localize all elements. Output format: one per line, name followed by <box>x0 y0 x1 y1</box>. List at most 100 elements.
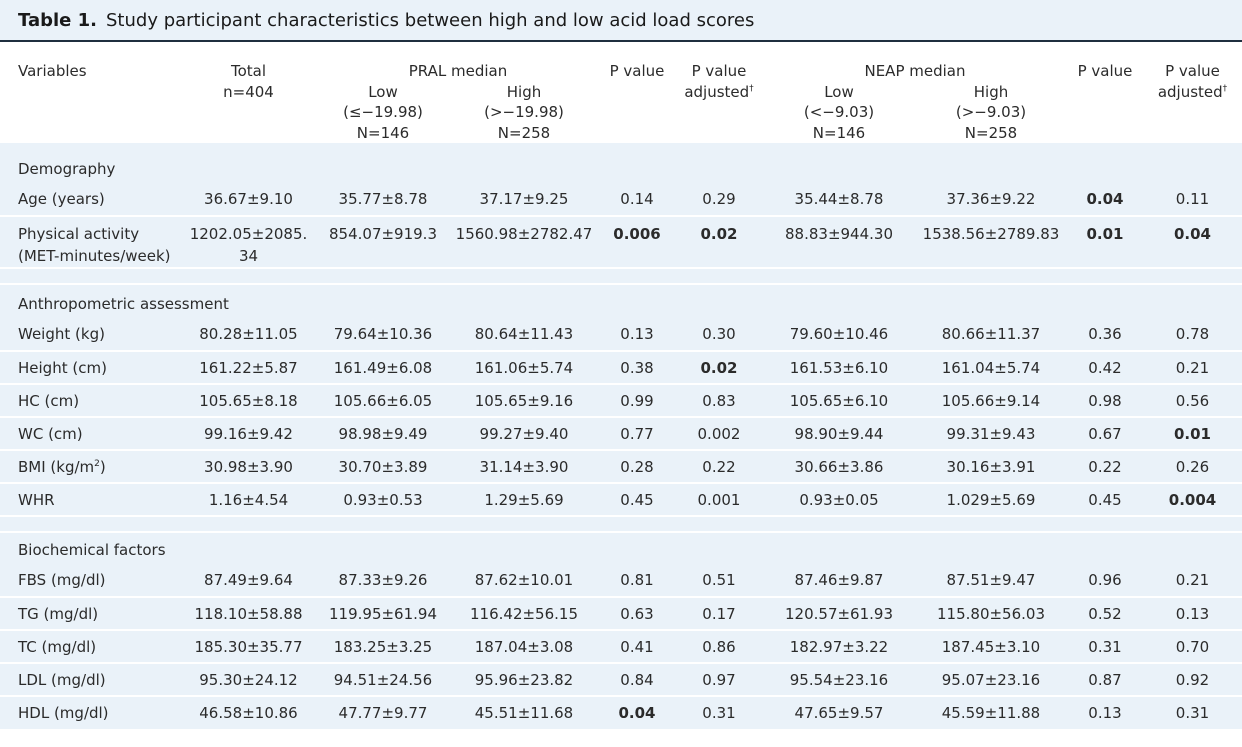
section-row: Demography <box>0 143 1242 183</box>
cell-pral-high: 37.17±9.25 <box>449 183 599 217</box>
cell-neap-low: 79.60±10.46 <box>763 318 915 352</box>
cell-neap-low: 30.66±3.86 <box>763 450 915 484</box>
cell-total: 161.22±5.87 <box>180 351 317 385</box>
section-row: Biochemical factors <box>0 532 1242 564</box>
header-total: Total n=404 <box>180 42 317 143</box>
pral-high-label: High <box>506 82 542 101</box>
cell-pvalue2: 0.96 <box>1067 564 1143 598</box>
cell-pvalue2: 0.87 <box>1067 663 1143 697</box>
header-pral-low: Low (≤−19.98) N=146 <box>317 82 449 144</box>
bmi-label: BMI (kg/m <box>18 457 95 476</box>
cell-pral-high: 116.42±56.15 <box>449 597 599 631</box>
cell-variable: FBS (mg/dl) <box>0 564 180 598</box>
cell-variable: TC (mg/dl) <box>0 630 180 664</box>
cell-variable: WHR <box>0 483 180 517</box>
pvalue-adj-line1: P value <box>691 62 747 80</box>
neap-high-label: High <box>973 82 1009 101</box>
dagger-mark: † <box>1222 83 1228 94</box>
cell-variable: Height (cm) <box>0 351 180 385</box>
cell-pvalue2: 0.52 <box>1067 597 1143 631</box>
cell-neap-low: 182.97±3.22 <box>763 630 915 664</box>
cell-pvalue2-adj: 0.13 <box>1143 597 1242 631</box>
cell-neap-high: 187.45±3.10 <box>915 630 1067 664</box>
cell-pral-low: 98.98±9.49 <box>317 417 449 451</box>
cell-pvalue2-adj: 0.70 <box>1143 630 1242 664</box>
cell-pvalue-adj: 0.02 <box>675 216 763 269</box>
table-row: Height (cm) 161.22±5.87 161.49±6.08 161.… <box>0 351 1242 385</box>
cell-pral-high: 161.06±5.74 <box>449 351 599 385</box>
cell-neap-low: 161.53±6.10 <box>763 351 915 385</box>
header-row: Variables Total n=404 PRAL median Low (≤… <box>0 42 1242 143</box>
cell-pvalue-adj: 0.31 <box>702 704 736 722</box>
cell-pvalue2-adj: 0.21 <box>1143 351 1242 385</box>
cell-variable: HC (cm) <box>0 384 180 418</box>
cell-neap-high: 30.16±3.91 <box>915 450 1067 484</box>
table-row: HC (cm) 105.65±8.18 105.66±6.05 105.65±9… <box>0 384 1242 418</box>
pvalue2-adj-line2: adjusted <box>1157 82 1223 101</box>
cell-neap-high: 1538.56±2789.83 <box>915 216 1067 269</box>
cell-total: 1202.05±2085. 34 <box>180 216 317 269</box>
bmi-label-close: ) <box>99 457 106 476</box>
cell-pral-high: 31.14±3.90 <box>449 450 599 484</box>
cell-total: 30.98±3.90 <box>180 450 317 484</box>
cell-pvalue2-adj: 0.56 <box>1143 384 1242 418</box>
cell-neap-high: 87.51±9.47 <box>915 564 1067 598</box>
cell-variable: TG (mg/dl) <box>0 597 180 631</box>
cell-pvalue-adj: 0.86 <box>675 630 763 664</box>
cell-pvalue: 0.04 <box>618 704 656 722</box>
cell-pvalue2: 0.04 <box>1067 183 1143 217</box>
cell-total: 118.10±58.88 <box>180 597 317 631</box>
cell-pvalue: 0.84 <box>599 663 675 697</box>
pa-var-line2: (MET-minutes/week) <box>18 247 171 265</box>
table-row: HDL (mg/dl) 46.58±10.86 47.77±9.77 45.51… <box>0 696 1242 729</box>
cell-neap-high: 80.66±11.37 <box>915 318 1067 352</box>
cell-pvalue2: 0.31 <box>1067 630 1143 664</box>
cell-pvalue2: 0.67 <box>1067 417 1143 451</box>
cell-pvalue2: 0.45 <box>1067 483 1143 517</box>
cell-pvalue2-adj: 0.11 <box>1143 183 1242 217</box>
cell-pvalue-adj: 0.29 <box>675 183 763 217</box>
cell-total: 1.16±4.54 <box>180 483 317 517</box>
cell-pvalue2-adj: 0.31 <box>1175 704 1210 722</box>
header-neap: NEAP median Low (<−9.03) N=146 High (>−9… <box>763 42 1067 143</box>
header-neap-median: NEAP median <box>864 62 966 80</box>
cell-pral-high: 87.62±10.01 <box>449 564 599 598</box>
header-neap-high: High (>−9.03) N=258 <box>915 82 1067 144</box>
cell-total: 105.65±8.18 <box>180 384 317 418</box>
pa-total-line2: 34 <box>238 247 259 265</box>
cell-neap-low: 88.83±944.30 <box>763 216 915 269</box>
table-row: BMI (kg/m2) 30.98±3.90 30.70±3.89 31.14±… <box>0 450 1242 484</box>
cell-total: 46.58±10.86 <box>199 704 298 722</box>
header-pvalue-adj-pral: P value adjusted† <box>675 42 763 143</box>
section-anthropometric: Anthropometric assessment <box>18 295 229 313</box>
neap-low-range: (<−9.03) <box>803 103 875 121</box>
cell-neap-high: 37.36±9.22 <box>915 183 1067 217</box>
table-row: WHR 1.16±4.54 0.93±0.53 1.29±5.69 0.45 0… <box>0 483 1242 517</box>
cell-pvalue: 0.45 <box>599 483 675 517</box>
header-pral: PRAL median Low (≤−19.98) N=146 High (>−… <box>317 42 599 143</box>
cell-pvalue-adj: 0.83 <box>675 384 763 418</box>
pral-low-range: (≤−19.98) <box>343 103 423 121</box>
header-pvalue-adj-neap: P value adjusted† <box>1143 42 1242 143</box>
cell-total: 36.67±9.10 <box>180 183 317 217</box>
cell-variable: BMI (kg/m2) <box>0 450 180 484</box>
cell-pral-high: 187.04±3.08 <box>449 630 599 664</box>
pral-low-n: N=146 <box>356 123 410 142</box>
pvalue2-adj-line1: P value <box>1165 62 1220 80</box>
dagger-mark: † <box>749 83 754 94</box>
bmi-superscript: 2 <box>94 458 100 469</box>
cell-pral-low: 35.77±8.78 <box>317 183 449 217</box>
cell-neap-low: 35.44±8.78 <box>763 183 915 217</box>
table-title: Table 1. Study participant characteristi… <box>0 0 1242 42</box>
cell-pvalue-adj: 0.17 <box>675 597 763 631</box>
cell-pral-low: 0.93±0.53 <box>317 483 449 517</box>
cell-pvalue2-adj: 0.04 <box>1143 216 1242 269</box>
cell-pral-low: 183.25±3.25 <box>317 630 449 664</box>
cell-pvalue-adj: 0.02 <box>675 351 763 385</box>
cell-pral-high: 1560.98±2782.47 <box>449 216 599 269</box>
cell-pvalue: 0.38 <box>599 351 675 385</box>
neap-low-label: Low <box>824 82 854 101</box>
cell-variable: WC (cm) <box>0 417 180 451</box>
cell-pvalue2-adj: 0.21 <box>1143 564 1242 598</box>
